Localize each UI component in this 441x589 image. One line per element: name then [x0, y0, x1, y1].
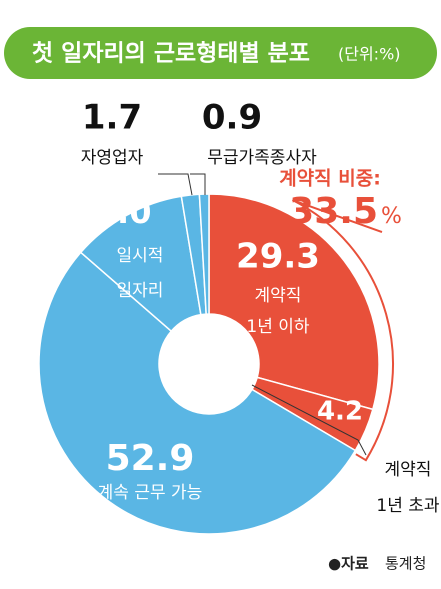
value-label: 4.2 [317, 397, 363, 427]
category-label: 계약직 [255, 286, 302, 306]
slice [198, 193, 210, 315]
category-label: 무급가족종사자 [207, 148, 317, 168]
leader-line [158, 173, 193, 196]
category-label: 계속 근무 가능 [98, 483, 203, 503]
title-banner [4, 27, 437, 79]
value-label: 29.3 [236, 237, 320, 277]
annotation-value: 33.5 [289, 191, 378, 232]
chart-subtitle: (단위:%) [338, 45, 401, 64]
slice [208, 193, 380, 411]
leader-line [190, 173, 206, 195]
leader-line [251, 384, 367, 456]
source-text: 통계청 [385, 555, 426, 573]
value-label: 0.9 [202, 98, 262, 138]
source-label: ●자료 [328, 555, 369, 573]
category-label: 1년 초과 [376, 496, 439, 516]
slice [79, 195, 202, 333]
category-label: 1년 이하 [246, 317, 309, 337]
value-label: 52.9 [106, 438, 195, 479]
category-label: 자영업자 [81, 148, 144, 168]
chart-title: 첫 일자리의 근로형태별 분포 [32, 41, 310, 67]
annotation-bracket [292, 199, 394, 462]
value-label: 1.7 [82, 98, 142, 138]
category-label: 계약직 [385, 460, 432, 480]
slice [38, 251, 357, 535]
value-label: 11.0 [73, 193, 152, 231]
annotation-unit: % [381, 204, 402, 229]
donut [38, 193, 380, 535]
annotation-text: 계약직 비중: [279, 168, 381, 190]
category-label: 일시적 [117, 246, 164, 266]
labels: 29.3 계약직 1년 이하 4.2 계약직 1년 초과 52.9 계속 근무 가능 11.0 일… [73, 98, 440, 517]
category-label: 일자리 [117, 281, 164, 301]
